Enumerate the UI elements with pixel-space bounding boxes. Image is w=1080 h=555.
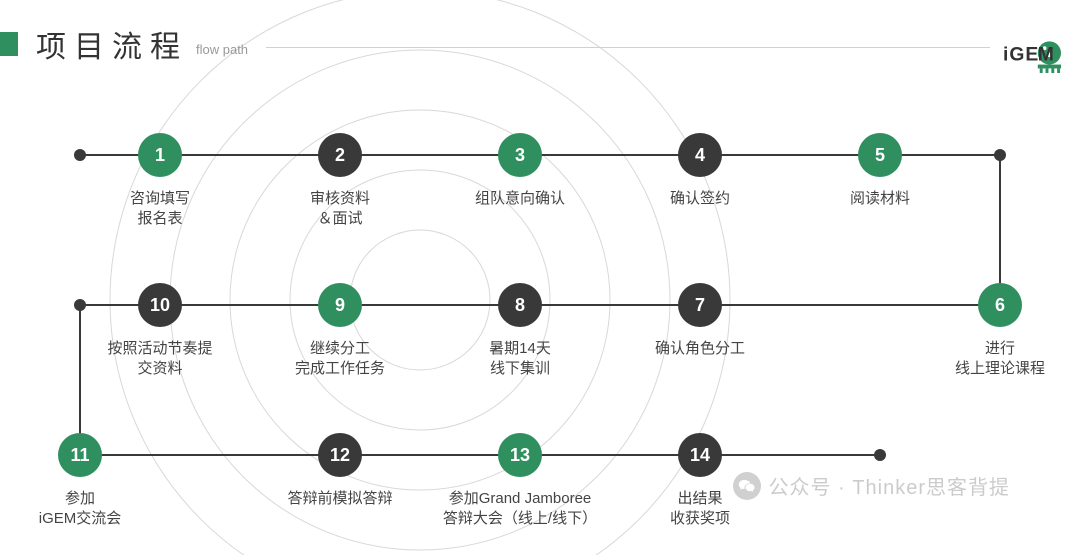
flow-node-9: 9 bbox=[318, 283, 362, 327]
flow-node-13: 13 bbox=[498, 433, 542, 477]
flow-endcap bbox=[874, 449, 886, 461]
flow-node-7: 7 bbox=[678, 283, 722, 327]
flow-node-2: 2 bbox=[318, 133, 362, 177]
flow-label-4: 确认签约 bbox=[670, 189, 730, 209]
flow-label-14: 出结果 收获奖项 bbox=[670, 489, 730, 530]
flow-label-7: 确认角色分工 bbox=[655, 339, 745, 359]
flow-label-10: 按照活动节奏提 交资料 bbox=[107, 339, 212, 380]
flow-label-8: 暑期14天 线下集训 bbox=[489, 339, 551, 380]
flow-node-11: 11 bbox=[58, 433, 102, 477]
flow-node-8: 8 bbox=[498, 283, 542, 327]
flow-node-12: 12 bbox=[318, 433, 362, 477]
flow-node-10: 10 bbox=[138, 283, 182, 327]
flow-node-3: 3 bbox=[498, 133, 542, 177]
flow-node-14: 14 bbox=[678, 433, 722, 477]
watermark-text: 公众号 · Thinker思客背提 bbox=[769, 471, 1010, 500]
flow-endcap bbox=[74, 149, 86, 161]
flow-label-2: 审核资料 ＆面试 bbox=[310, 189, 370, 230]
flow-label-13: 参加Grand Jamboree 答辩大会（线上/线下） bbox=[443, 489, 597, 530]
page-root: 项目流程 flow path iGE M 1咨询填写 报名 bbox=[0, 0, 1080, 555]
flow-label-6: 进行 线上理论课程 bbox=[955, 339, 1045, 380]
flow-endcap bbox=[74, 299, 86, 311]
flow-label-12: 答辩前模拟答辩 bbox=[287, 489, 392, 509]
flow-label-1: 咨询填写 报名表 bbox=[130, 189, 190, 230]
flow-label-11: 参加 iGEM交流会 bbox=[39, 489, 122, 530]
flow-label-5: 阅读材料 bbox=[850, 189, 910, 209]
flow-endcap bbox=[994, 149, 1006, 161]
wechat-icon bbox=[733, 472, 761, 500]
watermark: 公众号 · Thinker思客背提 bbox=[733, 471, 1010, 500]
flow-label-3: 组队意向确认 bbox=[475, 189, 565, 209]
flow-node-5: 5 bbox=[858, 133, 902, 177]
flow-node-4: 4 bbox=[678, 133, 722, 177]
flow-node-1: 1 bbox=[138, 133, 182, 177]
flow-node-6: 6 bbox=[978, 283, 1022, 327]
flow-label-9: 继续分工 完成工作任务 bbox=[295, 339, 385, 380]
